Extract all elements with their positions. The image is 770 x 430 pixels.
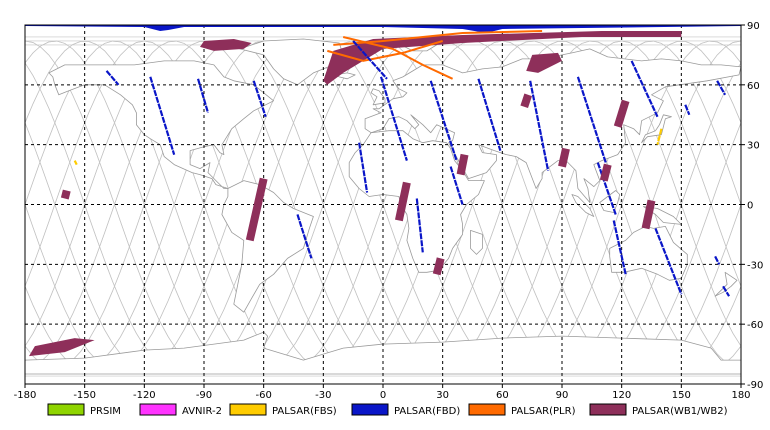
coverage-swath[interactable]: [245, 177, 268, 242]
lon-tick-label: 180: [731, 390, 750, 401]
legend-swatch: [468, 403, 506, 416]
lat-tick-label: -90: [747, 380, 763, 391]
lon-tick-label: 30: [436, 390, 449, 401]
legend: PRSIM AVNIR-2 PALSAR(FBS) PALSAR(FBD) PALSAR…: [47, 403, 728, 417]
landmass: [48, 60, 275, 189]
lon-tick-label: 60: [496, 390, 509, 401]
legend-label: PALSAR(PLR): [511, 406, 576, 417]
coverage-swath[interactable]: [641, 199, 656, 230]
coverage-swath[interactable]: [449, 166, 464, 205]
lat-tick-label: 0: [747, 201, 753, 212]
landmass: [641, 114, 672, 144]
coverage-swath[interactable]: [558, 147, 570, 168]
legend-label: PALSAR(WB1/WB2): [632, 406, 728, 417]
landmass: [714, 271, 738, 297]
coverage-swath[interactable]: [612, 220, 627, 275]
coverage-swath[interactable]: [358, 142, 369, 193]
lat-tick-label: 60: [747, 81, 760, 92]
landmass: [221, 180, 314, 313]
coverage-swath[interactable]: [296, 214, 313, 259]
legend-label: PALSAR(FBD): [394, 406, 460, 417]
coverage-patch[interactable]: [25, 25, 741, 33]
coverage-swath[interactable]: [714, 255, 721, 265]
legend-swatch: [47, 403, 85, 416]
legend-label: AVNIR-2: [182, 406, 222, 417]
lon-tick-label: -120: [133, 390, 156, 401]
coverage-swath[interactable]: [520, 93, 532, 109]
lat-tick-label: -30: [747, 260, 763, 271]
coverage-swath[interactable]: [352, 40, 388, 80]
legend-swatch: [589, 403, 627, 416]
coverage-swath[interactable]: [722, 285, 731, 297]
coverage-swath[interactable]: [529, 80, 550, 171]
lon-tick-label: 150: [672, 390, 691, 401]
lon-tick-label: 0: [380, 390, 386, 401]
coverage-swath[interactable]: [596, 162, 617, 215]
coverage-patch[interactable]: [200, 39, 252, 51]
legend-label: PALSAR(FBS): [272, 406, 337, 417]
coverage-patch[interactable]: [29, 338, 95, 357]
coverage-swath[interactable]: [716, 80, 727, 96]
coverage-arc[interactable]: [333, 30, 543, 46]
coverage-patch[interactable]: [323, 31, 682, 85]
landmass: [599, 190, 621, 213]
axes: -180 -150 -120 -90 -60 -30 0 30 60 90 120 150 180 90 6…: [14, 21, 764, 401]
coverage-swath[interactable]: [196, 78, 210, 114]
coverage-swath[interactable]: [149, 76, 176, 155]
graticule: [25, 25, 741, 384]
lon-tick-label: -150: [73, 390, 96, 401]
landmass: [370, 88, 386, 106]
legend-swatch: [139, 403, 177, 416]
coverage-swath[interactable]: [630, 60, 659, 118]
coverage-swath[interactable]: [656, 128, 663, 145]
lat-tick-label: 30: [747, 141, 760, 152]
coverage-swath[interactable]: [73, 160, 78, 166]
plot-area[interactable]: [0, 25, 770, 384]
coverage-swath[interactable]: [394, 181, 411, 222]
lon-tick-label: -90: [196, 390, 212, 401]
coverage-swath[interactable]: [60, 189, 71, 200]
coverage-swath[interactable]: [432, 257, 445, 276]
lat-tick-label: -60: [747, 320, 763, 331]
coverage-swath[interactable]: [477, 78, 502, 151]
coverage-swath[interactable]: [576, 76, 607, 163]
legend-swatch: [351, 403, 389, 416]
lon-tick-label: -60: [255, 390, 271, 401]
coverage-swath[interactable]: [252, 80, 267, 118]
coverage-swath[interactable]: [379, 76, 408, 161]
landmass: [571, 194, 595, 217]
lat-tick-label: 90: [747, 21, 760, 32]
landmass: [470, 229, 483, 255]
legend-swatch: [229, 403, 267, 416]
coverage-swath[interactable]: [599, 163, 612, 182]
coverage-swath[interactable]: [684, 104, 691, 116]
lon-tick-label: 120: [612, 390, 631, 401]
coverage-swath[interactable]: [613, 99, 630, 128]
coverage-swath[interactable]: [654, 228, 683, 295]
coverage-arc[interactable]: [327, 40, 443, 62]
orbit-track: [25, 40, 741, 368]
lon-tick-label: -30: [315, 390, 331, 401]
lon-tick-label: 90: [556, 390, 569, 401]
landmass: [364, 48, 741, 203]
coverage-swath[interactable]: [415, 198, 424, 253]
coverage-swath[interactable]: [105, 70, 120, 86]
coverage: [25, 25, 741, 357]
coverage-patch[interactable]: [526, 52, 562, 73]
coverage-swath[interactable]: [456, 153, 469, 176]
legend-label: PRSIM: [90, 406, 121, 417]
lon-tick-label: -180: [14, 390, 37, 401]
